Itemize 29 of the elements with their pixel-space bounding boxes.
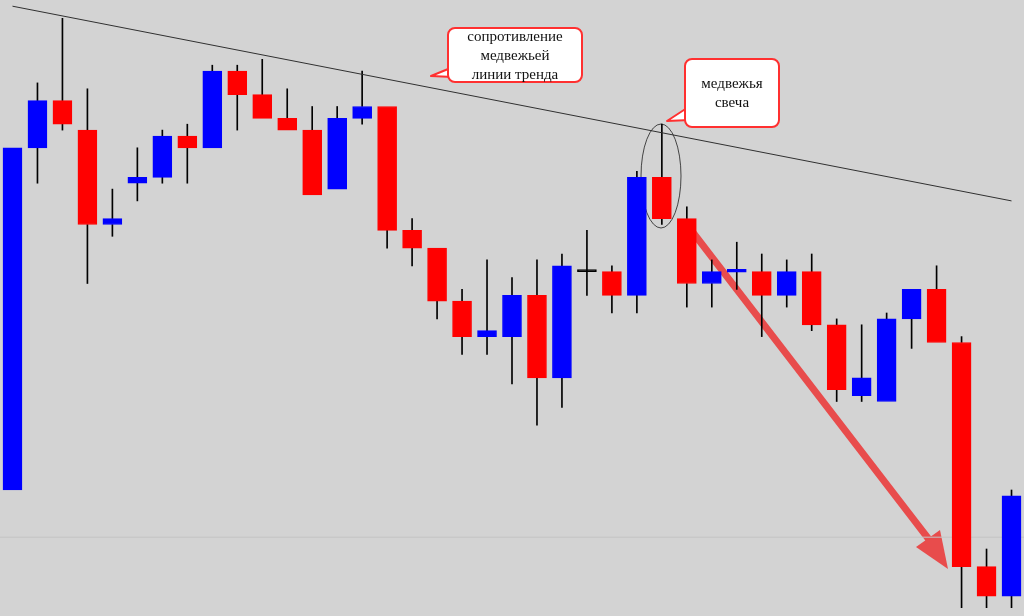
candlestick: [677, 206, 697, 308]
candlestick: [377, 106, 397, 249]
candlestick: [552, 253, 572, 408]
candlestick: [602, 265, 622, 314]
annotation: медвежья свеча: [684, 58, 780, 128]
candlestick: [652, 123, 672, 225]
candlestick: [776, 259, 797, 308]
candlestick: [227, 64, 248, 131]
candlestick: [477, 259, 497, 355]
candlestick: [352, 70, 372, 125]
candlestick: [277, 88, 298, 131]
candlestick: [202, 64, 223, 149]
candlestick: [177, 123, 198, 184]
candlestick: [801, 253, 822, 332]
candlestick: [252, 58, 273, 119]
candlestick: [701, 259, 722, 308]
candlestick: [452, 289, 472, 355]
candlestick: [627, 171, 647, 314]
candlestick: [577, 230, 597, 296]
candlestick: [751, 253, 772, 337]
candlestick: [502, 277, 522, 385]
candlestick: [327, 106, 347, 190]
candlestick: [302, 106, 323, 196]
candlestick: [527, 259, 547, 426]
annotation: сопротивление медвежьей линии тренда: [447, 27, 583, 83]
candlestick: [427, 247, 447, 320]
candlestick: [726, 241, 747, 290]
candlestick: [826, 318, 847, 402]
candlestick: [2, 147, 23, 491]
